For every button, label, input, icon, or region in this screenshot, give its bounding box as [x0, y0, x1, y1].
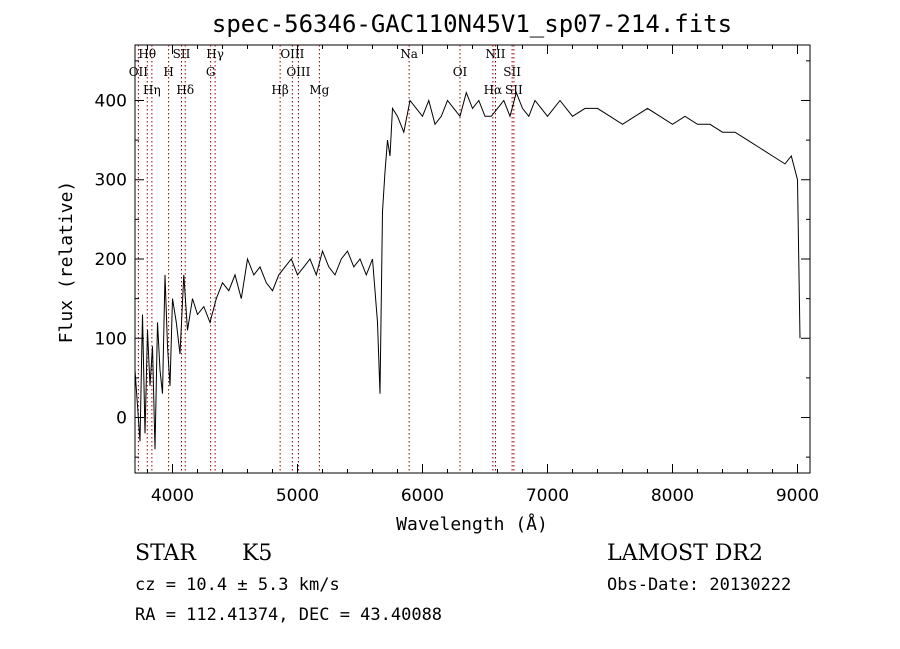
- line-label: Mg: [309, 83, 329, 97]
- line-label: OIII: [280, 47, 304, 61]
- y-axis-label: Flux (relative): [56, 181, 77, 344]
- line-label: OIII: [286, 65, 310, 79]
- redshift-cz: cz = 10.4 ± 5.3 km/s: [135, 575, 340, 595]
- y-axis-ticks: 0 100 200 300 400: [95, 60, 810, 458]
- x-tick-label: 4000: [151, 486, 194, 506]
- line-label: Hθ: [138, 47, 156, 61]
- object-class: STAR: [135, 541, 197, 566]
- line-label: Hα: [484, 83, 503, 97]
- observation-date: Obs-Date: 20130222: [607, 575, 791, 595]
- line-label: Hη: [143, 83, 161, 97]
- x-axis-label: Wavelength (Å): [396, 513, 548, 535]
- spectrum-series-0: [134, 90, 801, 450]
- line-label: OII: [129, 65, 149, 79]
- coordinates: RA = 112.41374, DEC = 43.40088: [135, 605, 442, 625]
- x-tick-label: 6000: [401, 486, 444, 506]
- line-label: Hδ: [176, 83, 194, 97]
- line-label: SII: [173, 47, 191, 61]
- line-label: SII: [505, 83, 523, 97]
- chart-title: spec-56346-GAC110N45V1_sp07-214.fits: [212, 10, 732, 38]
- object-subclass: K5: [242, 541, 272, 566]
- line-label: OI: [453, 65, 468, 79]
- y-tick-label: 0: [116, 409, 127, 429]
- x-tick-label: 8000: [651, 486, 694, 506]
- y-tick-label: 400: [95, 91, 127, 111]
- survey-name: LAMOST DR2: [607, 541, 763, 566]
- y-tick-label: 300: [95, 171, 127, 191]
- x-tick-label: 5000: [276, 486, 319, 506]
- line-labels: HθOIIHηSIIHHδHγGHβOIIIOIIIMgNaOIHαNIISII…: [129, 47, 523, 97]
- line-label: SII: [503, 65, 521, 79]
- y-tick-label: 100: [95, 329, 127, 349]
- line-label: Na: [400, 47, 418, 61]
- line-label: Hγ: [206, 47, 224, 61]
- x-axis-ticks: 4000 5000 6000 7000 8000 9000: [147, 45, 819, 506]
- line-label: Hβ: [271, 83, 288, 97]
- line-label: NII: [486, 47, 506, 61]
- line-label: H: [163, 65, 173, 79]
- line-markers: [137, 45, 515, 473]
- y-tick-label: 200: [95, 250, 127, 270]
- x-tick-label: 9000: [776, 486, 819, 506]
- series-layer: [134, 90, 801, 450]
- line-label: G: [206, 65, 216, 79]
- x-tick-label: 7000: [526, 486, 569, 506]
